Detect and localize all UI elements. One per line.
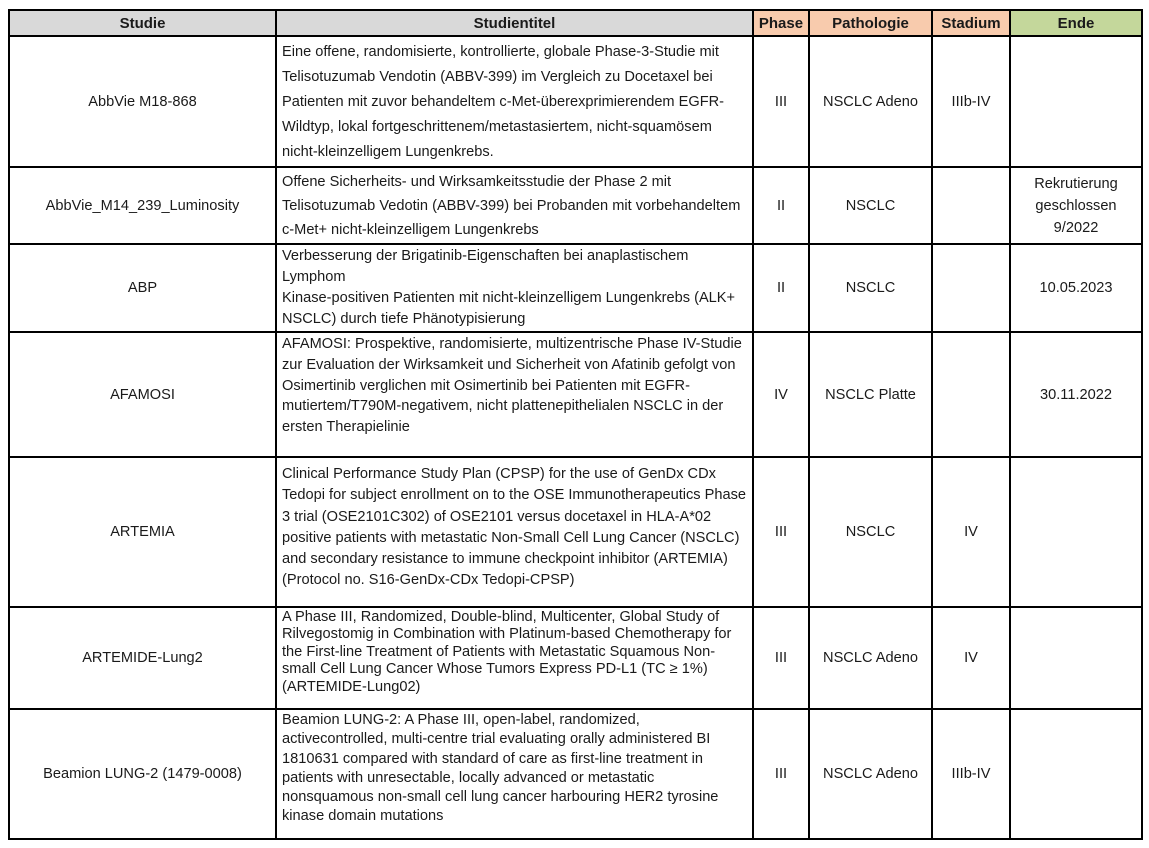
phase-cell: III xyxy=(752,708,810,840)
studientitel-cell: Beamion LUNG-2: A Phase III, open-label,… xyxy=(275,708,754,840)
studie-cell: ARTEMIA xyxy=(8,456,277,608)
ende-cell: 10.05.2023 xyxy=(1009,243,1143,333)
ende-cell xyxy=(1009,35,1143,168)
ende-cell xyxy=(1009,456,1143,608)
table-row: AFAMOSI AFAMOSI: Prospektive, randomisie… xyxy=(8,331,1143,458)
column-header-studientitel: Studientitel xyxy=(275,9,754,37)
pathologie-cell: NSCLC Adeno xyxy=(808,606,933,710)
studientitel-cell: Eine offene, randomisierte, kontrolliert… xyxy=(275,35,754,168)
stadium-cell: IV xyxy=(931,606,1011,710)
pathologie-cell: NSCLC Adeno xyxy=(808,708,933,840)
studie-cell: AbbVie_M14_239_Luminosity xyxy=(8,166,277,245)
phase-cell: III xyxy=(752,606,810,710)
stadium-cell: IIIb-IV xyxy=(931,35,1011,168)
studie-cell: AFAMOSI xyxy=(8,331,277,458)
studie-cell: ARTEMIDE-Lung2 xyxy=(8,606,277,710)
studientitel-cell: Verbesserung der Brigatinib-Eigenschafte… xyxy=(275,243,754,333)
phase-cell: IV xyxy=(752,331,810,458)
studie-cell: AbbVie M18-868 xyxy=(8,35,277,168)
column-header-studie: Studie xyxy=(8,9,277,37)
table-row: ARTEMIA Clinical Performance Study Plan … xyxy=(8,456,1143,608)
table-row: AbbVie M18-868 Eine offene, randomisiert… xyxy=(8,35,1143,168)
ende-cell: Rekrutierung geschlossen 9/2022 xyxy=(1009,166,1143,245)
table-row: ABP Verbesserung der Brigatinib-Eigensch… xyxy=(8,243,1143,333)
pathologie-cell: NSCLC xyxy=(808,243,933,333)
column-header-stadium: Stadium xyxy=(931,9,1011,37)
stadium-cell xyxy=(931,166,1011,245)
phase-cell: II xyxy=(752,166,810,245)
studientitel-cell: AFAMOSI: Prospektive, randomisierte, mul… xyxy=(275,331,754,458)
studientitel-cell: Clinical Performance Study Plan (CPSP) f… xyxy=(275,456,754,608)
phase-cell: III xyxy=(752,456,810,608)
stadium-cell xyxy=(931,243,1011,333)
column-header-ende: Ende xyxy=(1009,9,1143,37)
table-row: AbbVie_M14_239_Luminosity Offene Sicherh… xyxy=(8,166,1143,245)
ende-cell: 30.11.2022 xyxy=(1009,331,1143,458)
stadium-cell xyxy=(931,331,1011,458)
stadium-cell: IIIb-IV xyxy=(931,708,1011,840)
column-header-pathologie: Pathologie xyxy=(808,9,933,37)
ende-cell xyxy=(1009,606,1143,710)
column-header-phase: Phase xyxy=(752,9,810,37)
header-row: Studie Studientitel Phase Pathologie Sta… xyxy=(8,9,1143,37)
studie-cell: ABP xyxy=(8,243,277,333)
pathologie-cell: NSCLC Adeno xyxy=(808,35,933,168)
clinical-studies-table: Studie Studientitel Phase Pathologie Sta… xyxy=(8,9,1143,840)
pathologie-cell: NSCLC xyxy=(808,456,933,608)
ende-cell xyxy=(1009,708,1143,840)
phase-cell: II xyxy=(752,243,810,333)
pathologie-cell: NSCLC xyxy=(808,166,933,245)
stadium-cell: IV xyxy=(931,456,1011,608)
phase-cell: III xyxy=(752,35,810,168)
table-row: Beamion LUNG-2 (1479-0008) Beamion LUNG-… xyxy=(8,708,1143,840)
studientitel-cell: Offene Sicherheits- und Wirksamkeitsstud… xyxy=(275,166,754,245)
studie-cell: Beamion LUNG-2 (1479-0008) xyxy=(8,708,277,840)
studientitel-cell: A Phase III, Randomized, Double-blind, M… xyxy=(275,606,754,710)
table-row: ARTEMIDE-Lung2 A Phase III, Randomized, … xyxy=(8,606,1143,710)
pathologie-cell: NSCLC Platte xyxy=(808,331,933,458)
